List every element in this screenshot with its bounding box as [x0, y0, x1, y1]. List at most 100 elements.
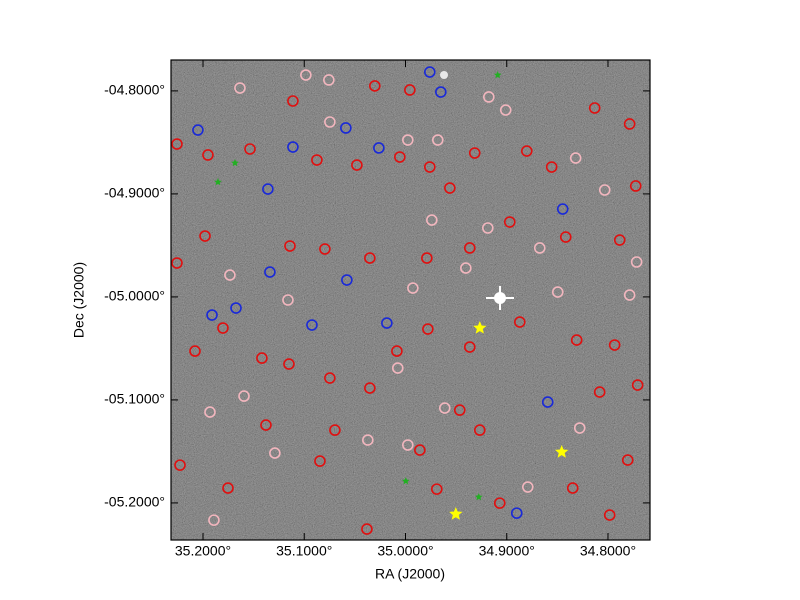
circle-marker: [264, 266, 276, 278]
circle-marker: [556, 203, 569, 215]
circle-marker: [230, 302, 242, 314]
circle-marker: [608, 339, 621, 351]
x-tick-label: 34.9000°: [479, 543, 535, 559]
circle-marker: [369, 80, 381, 92]
circle-marker: [503, 216, 516, 228]
circle-marker: [422, 323, 434, 335]
circle-marker: [483, 91, 495, 103]
circle-marker: [208, 514, 220, 526]
star-marker: [473, 321, 487, 334]
star-marker: [474, 493, 483, 501]
circle-marker: [533, 242, 546, 254]
circle-marker: [222, 482, 234, 494]
star-marker: [493, 71, 502, 79]
circle-marker: [630, 256, 643, 268]
circle-marker: [287, 141, 299, 153]
circle-marker: [202, 149, 214, 161]
circle-marker: [171, 257, 183, 269]
circle-marker: [373, 142, 385, 154]
circle-marker: [513, 316, 526, 328]
circle-marker: [588, 102, 601, 114]
circle-marker: [631, 379, 644, 391]
circle-marker: [319, 243, 331, 255]
circle-marker: [244, 143, 256, 155]
circle-marker: [269, 447, 281, 459]
circle-marker: [414, 444, 426, 456]
circle-marker: [593, 386, 606, 398]
circle-marker: [391, 362, 404, 374]
circle-marker: [329, 424, 341, 436]
y-tick-label: -04.8000°: [104, 82, 165, 98]
circle-marker: [431, 134, 444, 146]
circle-marker: [402, 134, 414, 146]
circle-marker: [629, 180, 642, 192]
circle-marker: [621, 454, 634, 466]
circle-marker: [394, 151, 406, 163]
circle-marker: [482, 222, 494, 234]
circle-marker: [423, 66, 436, 78]
circle-marker: [238, 390, 250, 402]
circle-marker: [341, 274, 353, 286]
x-tick-label: 35.0000°: [377, 543, 433, 559]
circle-marker: [463, 242, 476, 254]
circle-marker: [282, 294, 294, 306]
circle-marker: [340, 122, 352, 134]
star-marker: [555, 445, 569, 458]
star-marker: [214, 178, 222, 186]
circle-marker: [217, 322, 229, 334]
y-tick-label: -05.1000°: [104, 391, 165, 407]
circle-marker: [206, 309, 218, 321]
circle-marker: [435, 86, 447, 98]
circle-marker: [192, 124, 204, 136]
y-tick-label: -05.0000°: [104, 288, 165, 304]
circle-marker: [199, 230, 211, 242]
circle-marker: [545, 161, 558, 173]
circle-marker: [520, 145, 533, 157]
circle-marker: [364, 252, 376, 264]
bright-star: [440, 71, 514, 310]
circle-marker: [204, 406, 216, 418]
circle-marker: [438, 402, 451, 414]
circle-marker: [551, 286, 564, 298]
circle-marker: [324, 116, 336, 128]
star-marker: [231, 159, 239, 167]
circle-marker: [598, 184, 611, 196]
circle-marker: [362, 434, 374, 446]
circle-marker: [391, 345, 403, 357]
circle-marker: [361, 523, 373, 535]
circle-marker: [256, 352, 268, 364]
circle-marker: [566, 482, 579, 494]
circle-marker: [573, 422, 586, 434]
circle-marker: [189, 345, 201, 357]
circle-marker: [300, 69, 312, 81]
circle-marker: [260, 419, 272, 431]
x-axis-label: RA (J2000): [375, 566, 445, 582]
circle-marker: [421, 252, 433, 264]
circle-marker: [493, 497, 506, 509]
circle-marker: [323, 74, 335, 86]
circle-marker: [613, 234, 626, 246]
circle-marker: [283, 358, 295, 370]
circle-marker: [404, 84, 416, 96]
y-axis-label: Dec (J2000): [71, 262, 87, 338]
circle-marker: [463, 341, 476, 353]
circle-marker: [351, 159, 363, 171]
circle-marker: [423, 161, 436, 173]
circle-marker: [569, 152, 582, 164]
circle-marker: [311, 154, 323, 166]
x-tick-label: 35.2000°: [175, 543, 231, 559]
circle-marker: [453, 404, 466, 416]
circle-marker: [364, 382, 376, 394]
circle-marker: [623, 289, 636, 301]
circle-marker: [623, 118, 636, 130]
circle-marker: [460, 262, 472, 274]
plot-frame: [170, 59, 651, 541]
circle-marker: [324, 372, 336, 384]
sky-image: [171, 60, 650, 540]
circle-marker: [444, 182, 456, 194]
x-tick-label: 35.1000°: [276, 543, 332, 559]
circle-marker: [171, 138, 183, 150]
circle-marker: [407, 282, 419, 294]
circle-marker: [284, 240, 296, 252]
